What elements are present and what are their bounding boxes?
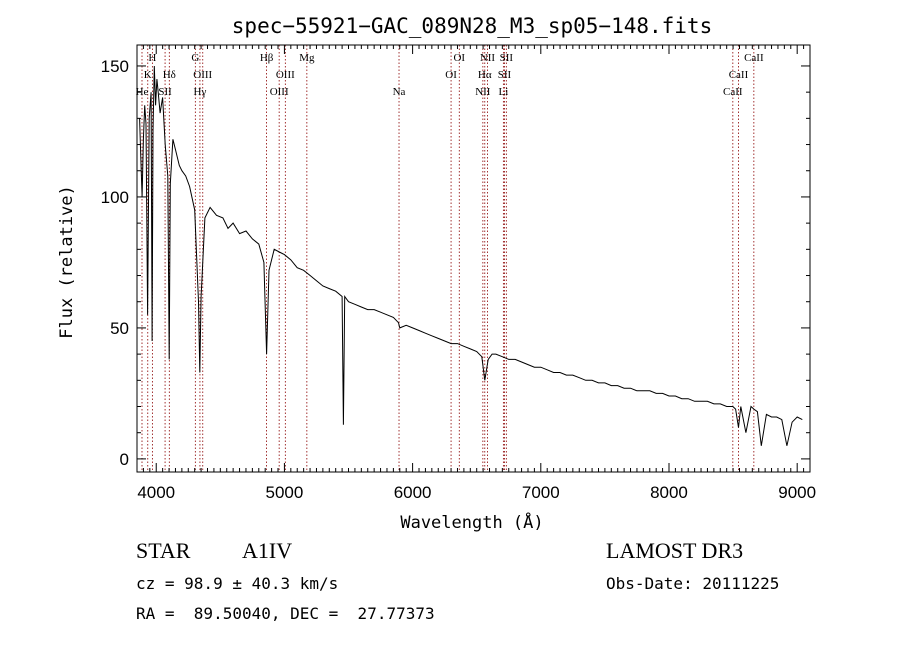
x-axis: 4000 5000 6000 7000 8000 9000 bbox=[136, 45, 816, 502]
line-label-13: OI bbox=[453, 52, 465, 64]
chart-title: spec−55921−GAC_089N28_M3_sp05−148.fits bbox=[232, 14, 712, 38]
spectrum-line bbox=[139, 65, 803, 446]
line-label-20: Li bbox=[498, 86, 508, 98]
x-tick-label-0: 4000 bbox=[137, 483, 175, 502]
y-axis: 0 50 100 150 bbox=[101, 57, 810, 469]
line-label-16: Hα bbox=[478, 69, 492, 81]
line-label-2: Hδ bbox=[163, 69, 176, 81]
line-label-4: SII bbox=[158, 86, 172, 98]
x-tick-label-3: 7000 bbox=[522, 483, 560, 502]
x-tick-label-5: 9000 bbox=[778, 483, 816, 502]
line-label-15: NII bbox=[480, 52, 496, 64]
line-label-3: He bbox=[136, 86, 149, 98]
line-label-8: Hβ bbox=[260, 52, 274, 64]
line-label-1: K bbox=[144, 69, 152, 81]
line-label-23: CaII bbox=[723, 86, 743, 98]
line-label-10: OIII bbox=[270, 86, 289, 98]
line-label-21: CaII bbox=[744, 52, 764, 64]
line-label-14: OI bbox=[445, 69, 457, 81]
line-label-18: SII bbox=[500, 52, 514, 64]
x-tick-label-4: 8000 bbox=[650, 483, 688, 502]
object-subclass: A1IV bbox=[242, 538, 293, 563]
y-tick-label-2: 100 bbox=[101, 188, 129, 207]
line-label-6: OIII bbox=[193, 69, 212, 81]
y-tick-label-0: 0 bbox=[120, 450, 129, 469]
y-tick-label-1: 50 bbox=[110, 319, 129, 338]
survey-name: LAMOST DR3 bbox=[606, 538, 744, 563]
y-tick-label-3: 150 bbox=[101, 57, 129, 76]
line-label-7: Hγ bbox=[194, 86, 207, 98]
line-label-12: Na bbox=[393, 86, 406, 98]
line-label-5: G bbox=[191, 52, 199, 64]
plot-frame bbox=[136, 44, 811, 473]
emission-line-markers bbox=[141, 45, 755, 472]
x-tick-label-2: 6000 bbox=[394, 483, 432, 502]
observation-date: Obs-Date: 20111225 bbox=[606, 574, 780, 593]
line-label-11: Mg bbox=[299, 52, 315, 64]
line-label-17: NII bbox=[475, 86, 491, 98]
line-label-9: OIII bbox=[276, 69, 295, 81]
x-tick-label-1: 5000 bbox=[266, 483, 304, 502]
line-label-0: H bbox=[148, 52, 156, 64]
line-label-22: CaII bbox=[729, 69, 749, 81]
redshift-velocity: cz = 98.9 ± 40.3 km/s bbox=[136, 574, 339, 593]
object-class: STAR bbox=[136, 538, 191, 563]
x-axis-label: Wavelength (Å) bbox=[400, 511, 543, 533]
line-label-19: SII bbox=[498, 69, 512, 81]
y-axis-label: Flux (relative) bbox=[57, 185, 77, 339]
coordinates: RA = 89.50040, DEC = 27.77373 bbox=[136, 604, 435, 623]
